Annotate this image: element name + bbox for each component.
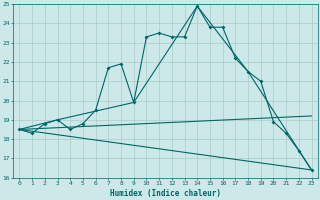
X-axis label: Humidex (Indice chaleur): Humidex (Indice chaleur) <box>110 189 221 198</box>
